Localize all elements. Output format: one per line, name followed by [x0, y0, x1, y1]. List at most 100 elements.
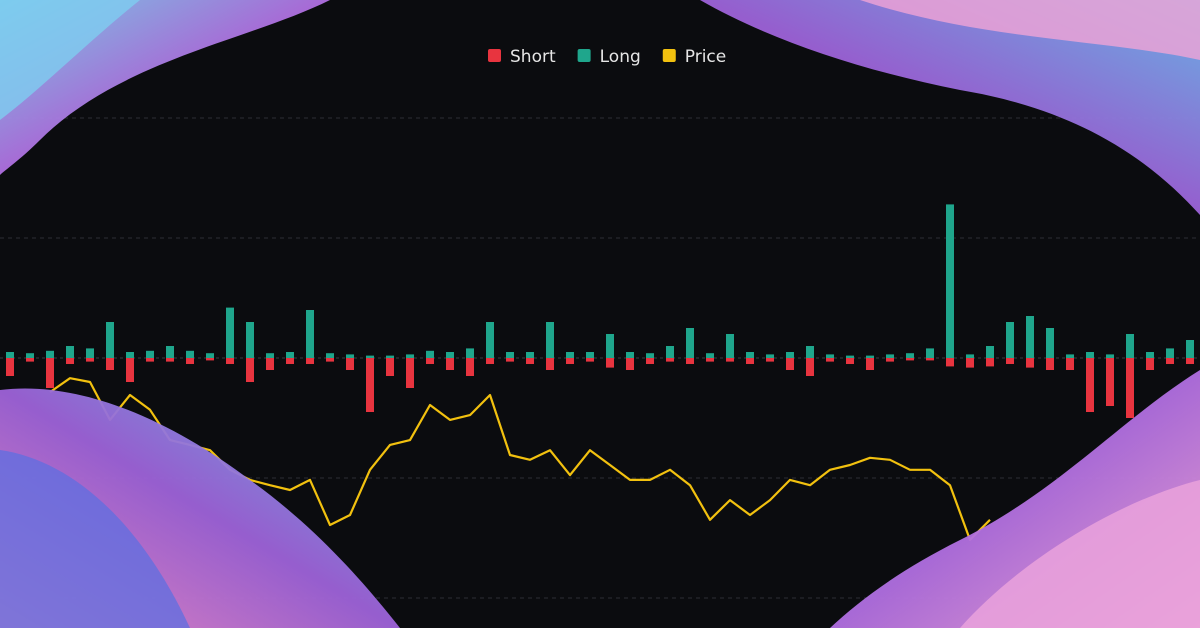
bar: [546, 322, 554, 358]
bar: [706, 353, 714, 358]
bar: [106, 358, 114, 370]
bar: [826, 358, 834, 362]
bar: [646, 353, 654, 358]
bar: [846, 355, 854, 358]
bar: [946, 204, 954, 358]
bar: [966, 354, 974, 358]
bar: [466, 358, 474, 376]
bar: [246, 322, 254, 358]
bar: [266, 353, 274, 358]
bar: [26, 358, 34, 362]
bar: [1066, 354, 1074, 358]
bar: [746, 352, 754, 358]
bar: [686, 358, 694, 364]
bar: [386, 358, 394, 376]
bar: [966, 358, 974, 368]
bar: [1146, 358, 1154, 370]
legend-label[interactable]: Long: [600, 47, 641, 67]
bar: [606, 358, 614, 368]
bar: [566, 358, 574, 364]
bar: [586, 358, 594, 362]
bar: [426, 358, 434, 364]
bar: [1026, 316, 1034, 358]
bar: [446, 352, 454, 358]
bar: [346, 358, 354, 370]
legend-label[interactable]: Short: [510, 47, 556, 67]
legend-swatch[interactable]: [662, 49, 676, 62]
bar: [1146, 352, 1154, 358]
bar: [1126, 334, 1134, 358]
bar: [1006, 322, 1014, 358]
bar: [426, 350, 434, 358]
bar: [166, 358, 174, 362]
bar: [946, 358, 954, 367]
bar: [786, 352, 794, 358]
bar: [286, 352, 294, 358]
bar: [1106, 354, 1114, 358]
bar: [346, 354, 354, 358]
bar: [1166, 358, 1174, 364]
bar: [286, 358, 294, 364]
legend-label[interactable]: Price: [685, 47, 726, 67]
bar: [526, 358, 534, 364]
bar: [926, 348, 934, 358]
bar: [1046, 358, 1054, 370]
bar: [1126, 358, 1134, 418]
bar: [626, 352, 634, 358]
bar: [206, 353, 214, 358]
bar: [806, 358, 814, 376]
bar: [906, 358, 914, 361]
legend: Short Long Price: [488, 47, 726, 67]
bar: [406, 354, 414, 358]
bar: [826, 354, 834, 358]
bar: [786, 358, 794, 370]
bar: [466, 348, 474, 358]
bar: [1186, 358, 1194, 364]
bar: [46, 358, 54, 388]
bar: [66, 346, 74, 358]
bar: [306, 358, 314, 364]
bar: [626, 358, 634, 370]
legend-swatch[interactable]: [488, 49, 501, 62]
bar: [1046, 328, 1054, 358]
bar: [766, 358, 774, 362]
bar: [1166, 348, 1174, 358]
bar: [1086, 352, 1094, 358]
bar: [66, 358, 74, 364]
bar: [186, 350, 194, 358]
bar: [586, 352, 594, 358]
bar: [526, 352, 534, 358]
bar: [666, 346, 674, 358]
bar: [26, 353, 34, 358]
bar: [186, 358, 194, 364]
bar: [726, 358, 734, 362]
bar: [366, 358, 374, 412]
bar: [6, 352, 14, 358]
bar: [1026, 358, 1034, 368]
bar: [126, 352, 134, 358]
bar: [86, 358, 94, 362]
bar: [446, 358, 454, 370]
bar: [846, 358, 854, 364]
bar: [86, 348, 94, 358]
bar: [1106, 358, 1114, 406]
bar: [166, 346, 174, 358]
bar: [106, 322, 114, 358]
bar: [206, 358, 214, 361]
bar: [306, 310, 314, 358]
bar: [986, 346, 994, 358]
bar: [566, 352, 574, 358]
bar: [486, 358, 494, 364]
bar: [1186, 340, 1194, 358]
bar: [226, 307, 234, 358]
legend-swatch[interactable]: [577, 49, 591, 62]
bar: [886, 358, 894, 362]
bar: [246, 358, 254, 382]
bar: [886, 354, 894, 358]
bar: [146, 350, 154, 358]
bar: [366, 355, 374, 358]
bar: [226, 358, 234, 364]
bar: [386, 355, 394, 358]
